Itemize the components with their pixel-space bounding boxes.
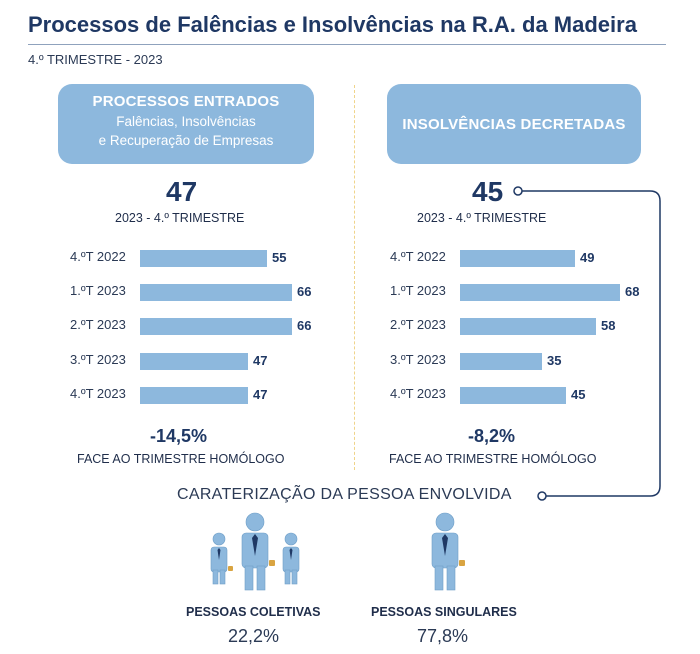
group-people-icon	[210, 512, 300, 591]
connector-dot-top	[513, 186, 523, 196]
title-rule	[28, 44, 666, 45]
left-change-value: -14,5%	[150, 426, 208, 446]
bar-value-label: 47	[253, 352, 268, 368]
right-total-number: 45	[472, 176, 504, 207]
bar-value-label: 66	[297, 284, 312, 300]
bar	[140, 352, 248, 370]
group-0-value: 22,2%	[228, 626, 280, 646]
bar-label: 2.ºT 2023	[70, 317, 126, 333]
bar	[460, 284, 620, 302]
bar	[460, 318, 596, 336]
bar-label: 4.ºT 2022	[390, 249, 446, 264]
left-panel-subheading-1: Falências, Insolvências	[116, 114, 256, 129]
group-1-label: PESSOAS SINGULARES	[371, 605, 517, 619]
right-change-label: FACE AO TRIMESTRE HOMÓLOGO	[389, 452, 597, 466]
bar-value-label: 35	[547, 352, 562, 368]
panel-divider	[354, 85, 355, 470]
single-person-icon	[431, 512, 465, 591]
right-panel-heading: INSOLVÊNCIAS DECRETADAS	[402, 115, 626, 133]
page-subtitle: 4.º TRIMESTRE - 2023	[28, 52, 163, 67]
bar-value-label: 66	[297, 318, 312, 334]
bar-value-label: 55	[272, 250, 287, 265]
left-panel-heading: PROCESSOS ENTRADOS	[92, 93, 280, 110]
bar-label: 1.ºT 2023	[70, 283, 126, 299]
bar-value-label: 47	[253, 386, 268, 402]
bar-label: 1.ºT 2023	[390, 283, 446, 299]
bar	[140, 386, 248, 404]
bar-label: 3.ºT 2023	[70, 351, 126, 367]
bar	[460, 386, 566, 404]
left-change-label: FACE AO TRIMESTRE HOMÓLOGO	[77, 452, 285, 466]
bar-label: 4.ºT 2022	[70, 249, 126, 264]
page-title: Processos de Falências e Insolvências na…	[28, 12, 637, 37]
left-panel-heading-box: PROCESSOS ENTRADOS Falências, Insolvênci…	[58, 84, 314, 164]
bar-value-label: 68	[625, 284, 640, 300]
bar	[460, 250, 575, 267]
characterization-title: CARATERIZAÇÃO DA PESSOA ENVOLVIDA	[177, 486, 512, 503]
right-change-value: -8,2%	[468, 426, 516, 446]
bar-value-label: 45	[571, 386, 586, 402]
group-0-label: PESSOAS COLETIVAS	[186, 605, 321, 619]
bar-label: 2.ºT 2023	[390, 317, 446, 333]
left-panel-subheading-2: e Recuperação de Empresas	[98, 133, 274, 148]
bar	[140, 284, 292, 302]
bar-label: 4.ºT 2023	[70, 385, 126, 401]
bar	[140, 318, 292, 336]
bar-value-label: 49	[580, 250, 595, 265]
left-total-label: 2023 - 4.º TRIMESTRE	[115, 211, 245, 225]
right-total-label: 2023 - 4.º TRIMESTRE	[417, 211, 547, 225]
connector-dot-bottom	[537, 491, 547, 501]
bar	[460, 352, 542, 370]
bar-label: 3.ºT 2023	[390, 351, 446, 367]
bar	[140, 250, 267, 267]
bar-label: 4.ºT 2023	[390, 385, 446, 401]
bar-value-label: 58	[601, 318, 616, 334]
group-1-value: 77,8%	[417, 626, 469, 646]
right-panel-heading-box: INSOLVÊNCIAS DECRETADAS	[387, 84, 641, 164]
left-total-number: 47	[166, 176, 198, 207]
